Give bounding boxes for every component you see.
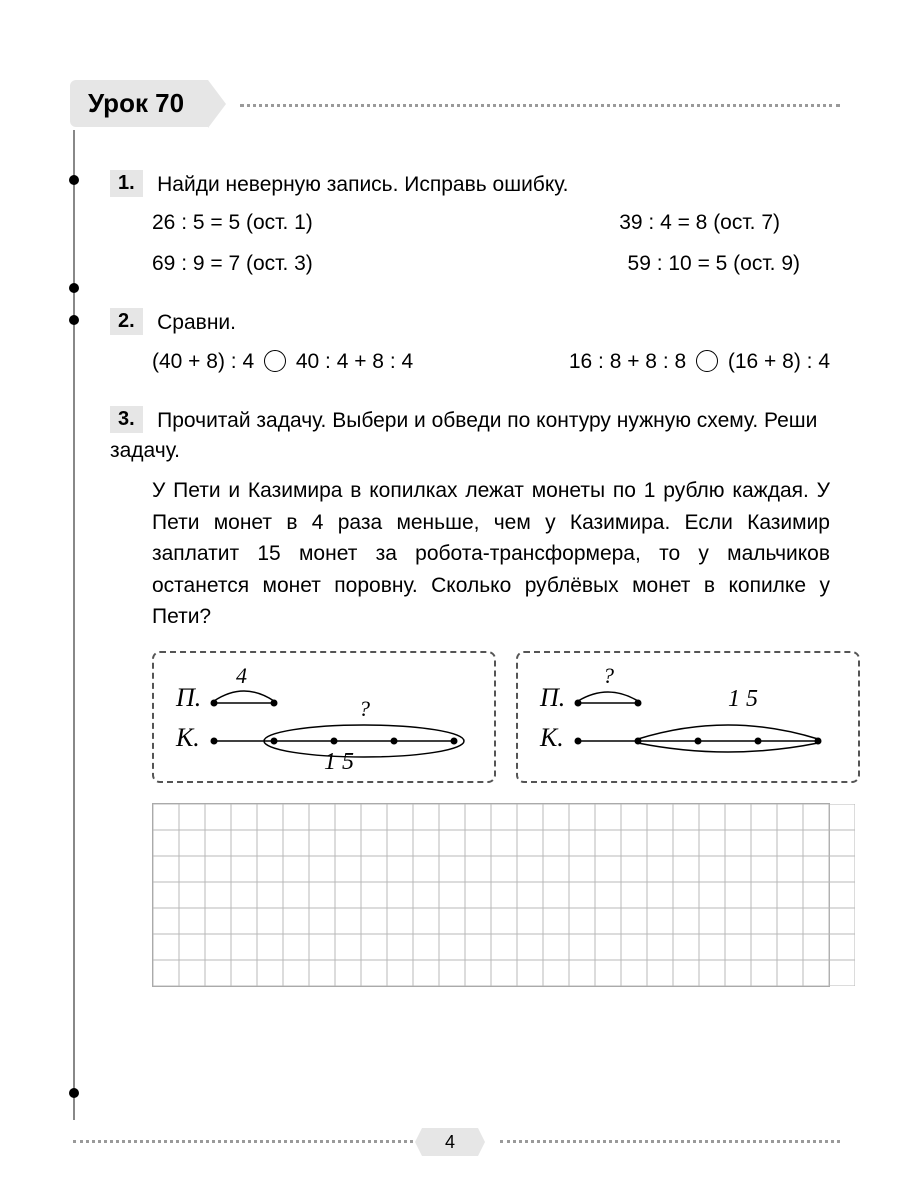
ex1-item: 59 : 10 = 5 (ост. 9) [628,248,830,281]
label-K: К. [539,723,564,752]
label-P: П. [175,683,201,712]
exercise-prompt: Прочитай задачу. Выбери и обведи по конт… [110,409,817,461]
exercise-number: 3. [110,406,143,433]
ex1-item: 39 : 4 = 8 (ост. 7) [619,207,830,240]
label-K: К. [175,723,200,752]
header-dots [240,104,840,107]
label-P: П. [539,683,565,712]
ex1-item: 69 : 9 = 7 (ост. 3) [152,248,313,281]
compare-circle[interactable] [696,350,718,372]
expr: (16 + 8) : 4 [728,350,830,373]
exercise-prompt: Сравни. [157,311,236,334]
footer-dots [73,1140,413,1143]
expr: (40 + 8) : 4 [152,350,254,373]
label-4: 4 [236,663,247,688]
story-text: У Пети и Казимира в копилках лежат монет… [152,475,830,633]
exercise-3: 3. Прочитай задачу. Выбери и обведи по к… [110,406,830,986]
scheme-1[interactable]: П. К. 4 [152,651,496,783]
exercise-number: 1. [110,170,143,197]
label-15: 1 5 [728,686,758,712]
exercise-prompt: Найди неверную запись. Исправь ошибку. [157,173,568,196]
rule-dot [69,1088,79,1098]
compare-circle[interactable] [264,350,286,372]
label-q: ? [359,696,370,721]
scheme-2[interactable]: П. К. ? 1 5 [516,651,860,783]
exercise-number: 2. [110,308,143,335]
scheme-row: П. К. 4 [152,651,830,783]
compare-left: (40 + 8) : 4 40 : 4 + 8 : 4 [152,346,413,379]
label-15: 1 5 [324,749,354,771]
compare-right: 16 : 8 + 8 : 8 (16 + 8) : 4 [569,346,830,379]
label-q: ? [603,663,614,688]
ex1-item: 26 : 5 = 5 (ост. 1) [152,207,313,240]
expr: 40 : 4 + 8 : 4 [296,350,413,373]
lesson-header: Урок 70 [70,80,840,130]
footer-dots [500,1140,840,1143]
lesson-title: Урок 70 [70,80,208,127]
page-number: 4 [415,1128,485,1156]
exercise-1: 1. Найди неверную запись. Исправь ошибку… [110,170,830,280]
answer-grid[interactable] [152,803,830,987]
page-content: Урок 70 1. Найди неверную запись. Исправ… [70,80,840,1015]
exercise-2: 2. Сравни. (40 + 8) : 4 40 : 4 + 8 : 4 1… [110,308,830,378]
expr: 16 : 8 + 8 : 8 [569,350,686,373]
